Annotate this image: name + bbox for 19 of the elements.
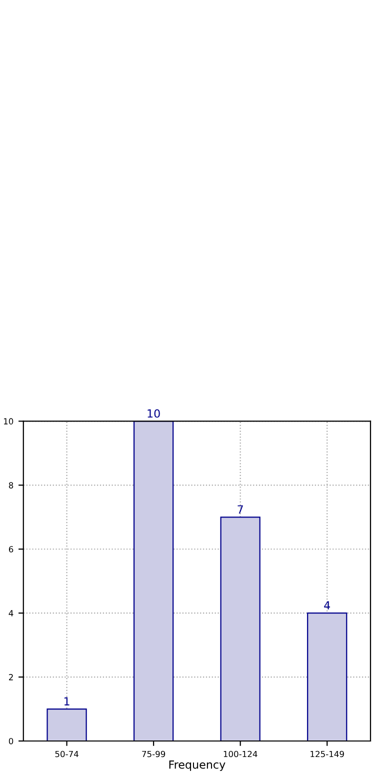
x-tick-label: 125-149 bbox=[310, 750, 344, 758]
bar bbox=[220, 516, 260, 741]
x-tick-label: 75-99 bbox=[142, 750, 166, 758]
x-tick-label: 50-74 bbox=[55, 750, 78, 758]
bar bbox=[133, 421, 174, 741]
data-label: 10 bbox=[148, 409, 160, 418]
y-tick-label: 8 bbox=[8, 482, 14, 488]
y-tick-label: 4 bbox=[8, 610, 14, 616]
data-label: 7 bbox=[238, 505, 243, 514]
x-tick-label: 100-124 bbox=[224, 750, 258, 758]
bar bbox=[46, 708, 87, 741]
y-tick-label: 10 bbox=[4, 418, 14, 424]
y-tick-label: 0 bbox=[8, 738, 14, 744]
x-axis-title: Frequency bbox=[169, 760, 226, 771]
y-tick-label: 2 bbox=[8, 674, 13, 680]
data-label: 1 bbox=[64, 697, 70, 706]
y-tick-label: 6 bbox=[8, 546, 14, 552]
data-label: 4 bbox=[324, 601, 330, 610]
bar bbox=[307, 612, 348, 741]
